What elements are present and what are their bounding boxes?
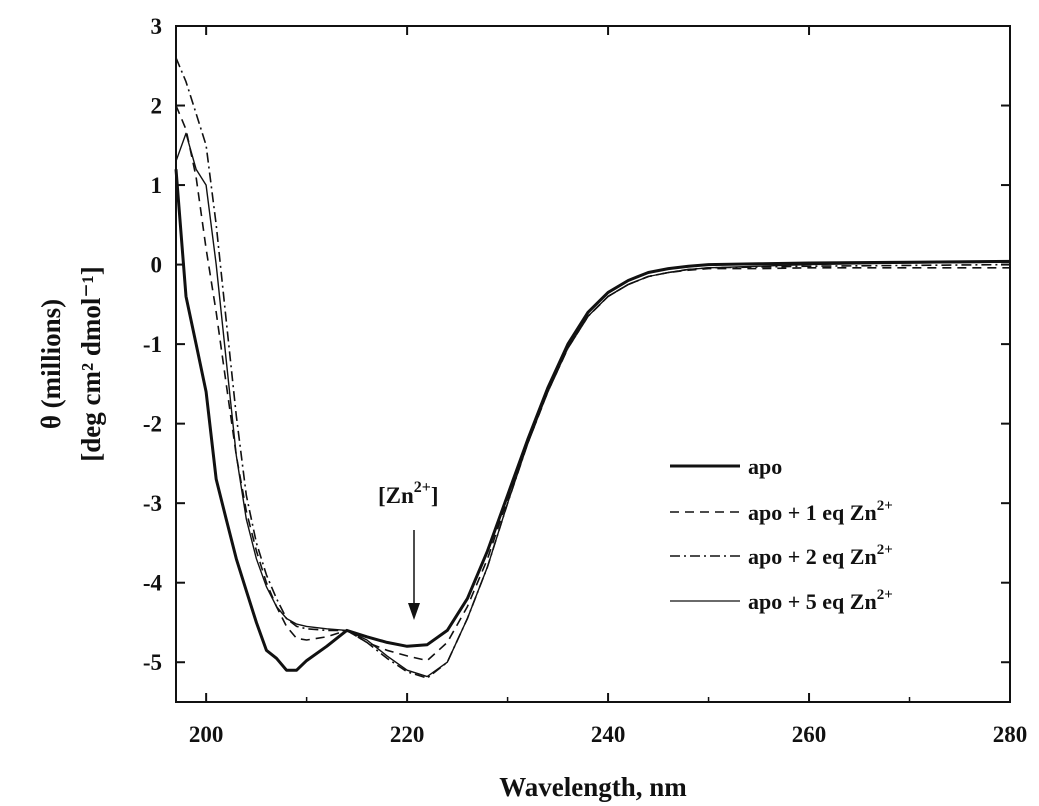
y-tick-label: -2 bbox=[143, 412, 162, 437]
legend-label-1eq: apo + 1 eq Zn2+ bbox=[748, 498, 893, 525]
y-tick-label: 2 bbox=[151, 94, 163, 119]
y-tick-label: -3 bbox=[143, 491, 162, 516]
series-line-2 bbox=[175, 105, 1010, 662]
annotation-arrow-head bbox=[408, 603, 420, 620]
ticks-layer: 200 220 240 260 280 3 2 1 0 -1 -2 -3 -4 -5 bbox=[143, 14, 1027, 747]
y-tick-label: -5 bbox=[143, 650, 162, 675]
legend: apo apo + 1 eq Zn2+ apo + 2 eq Zn2+ apo … bbox=[670, 454, 893, 614]
y-axis-title-line1: θ (millions) bbox=[36, 299, 66, 429]
y-tick-label: 3 bbox=[151, 14, 163, 39]
annotation-text-end: ] bbox=[431, 483, 439, 508]
series-line-4 bbox=[175, 132, 1011, 678]
y-axis-title-line2: [deg cm² dmol⁻¹] bbox=[76, 266, 106, 461]
legend-label-2eq: apo + 2 eq Zn2+ bbox=[748, 542, 893, 569]
series-line-3 bbox=[175, 57, 1011, 679]
legend-label-5eq: apo + 5 eq Zn2+ bbox=[748, 587, 893, 614]
zn-annotation: [Zn2+] bbox=[378, 479, 439, 620]
plot-frame bbox=[175, 25, 1011, 703]
x-tick-label: 200 bbox=[189, 722, 224, 747]
series-line-1 bbox=[174, 169, 1011, 672]
y-tick-label: -4 bbox=[143, 571, 163, 596]
x-tick-label: 220 bbox=[390, 722, 425, 747]
annotation-label: [Zn2+] bbox=[378, 479, 439, 508]
y-tick-label: 1 bbox=[151, 173, 163, 198]
x-tick-label: 240 bbox=[591, 722, 626, 747]
annotation-text-main: [Zn bbox=[378, 483, 414, 508]
x-tick-label: 280 bbox=[993, 722, 1028, 747]
legend-label-apo: apo bbox=[748, 454, 782, 479]
x-tick-label: 260 bbox=[792, 722, 827, 747]
y-tick-label: -1 bbox=[143, 332, 162, 357]
y-tick-label: 0 bbox=[151, 253, 163, 278]
annotation-text-sup: 2+ bbox=[414, 479, 431, 496]
x-axis-title: Wavelength, nm bbox=[499, 772, 687, 802]
series-layer bbox=[174, 57, 1011, 679]
